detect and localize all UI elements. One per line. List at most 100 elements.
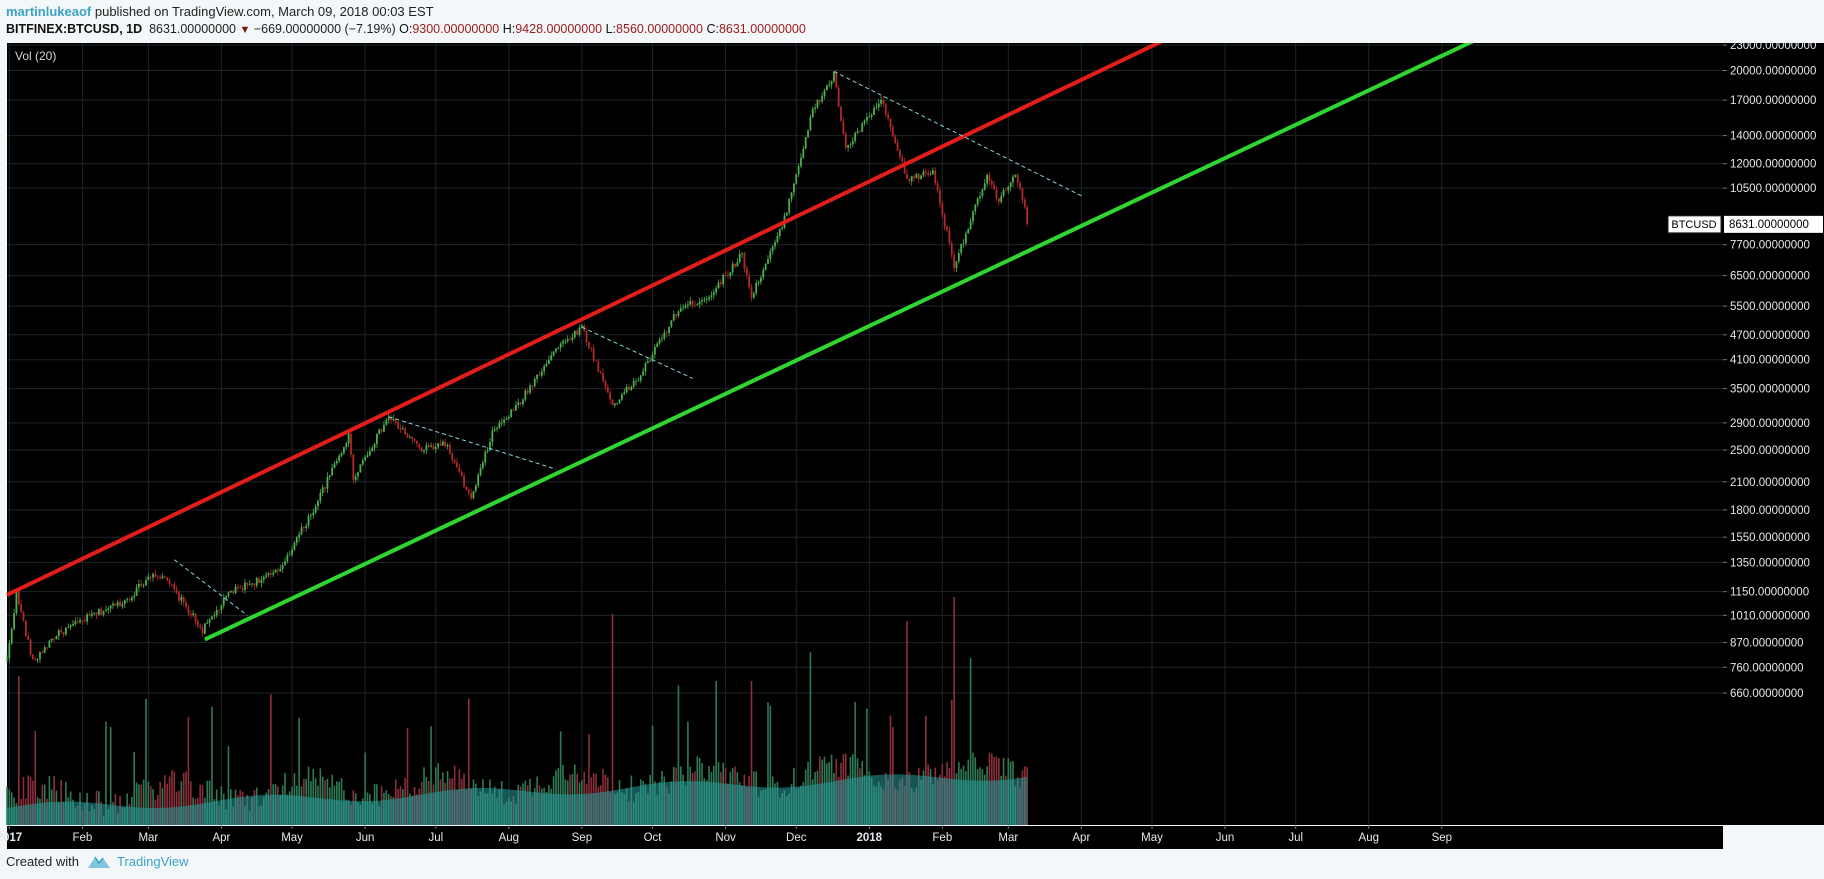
candle-body [932, 170, 934, 174]
candle-body [489, 442, 491, 451]
candle-body [354, 476, 357, 480]
candle-body [491, 430, 494, 443]
candle-body [1026, 207, 1029, 224]
grid-lines [7, 43, 1723, 825]
candle-body [95, 612, 98, 615]
candle-body [222, 597, 225, 606]
time-axis[interactable] [7, 826, 1723, 849]
candle-body [802, 148, 805, 158]
volume-bar [105, 721, 107, 825]
candle-body [404, 428, 407, 435]
candle-body [477, 474, 480, 486]
tradingview-link[interactable]: TradingView [117, 854, 189, 869]
candle-body [152, 573, 154, 578]
candle-body [901, 157, 904, 162]
candle-body [10, 628, 13, 644]
publish-line: martinlukeaof published on TradingView.c… [6, 4, 434, 19]
candle-body [630, 386, 633, 391]
candle-body [416, 440, 418, 444]
candle-body [821, 95, 824, 102]
volume-bar [298, 717, 300, 825]
trendline-support [204, 43, 1474, 642]
candle-body [995, 189, 998, 199]
candle-body [533, 378, 536, 387]
candle-body [906, 173, 908, 179]
candle-body [55, 635, 58, 640]
candle-body [15, 590, 18, 614]
candle-body [178, 591, 180, 601]
candle-body [267, 573, 270, 575]
candle-body [46, 647, 48, 649]
candle-body [576, 330, 579, 335]
candle-body [724, 274, 727, 276]
candle-body [642, 371, 645, 376]
candle-body [738, 253, 741, 263]
candle-body [540, 371, 543, 376]
candle-body [288, 554, 291, 556]
candle-body [717, 282, 720, 289]
candle-body [1009, 182, 1012, 187]
candle-body [425, 444, 428, 450]
candle-body [463, 475, 465, 487]
price-chart[interactable]: Vol (20) 23000.00000000 20000.00000000 170… [0, 43, 1824, 849]
candle-body [752, 293, 755, 298]
candle-body [135, 587, 138, 596]
candle-body [833, 71, 835, 82]
y-tick-label: 17000.00000000 [1730, 95, 1816, 107]
candle-body [371, 448, 374, 451]
candle-body [13, 613, 15, 629]
candle-body [206, 622, 209, 624]
candle-body [896, 142, 899, 151]
candle-body [6, 658, 8, 660]
x-tick-label: May [1141, 832, 1163, 844]
candle-body [8, 643, 11, 659]
x-tick-label: Mar [138, 832, 158, 844]
candle-body [1002, 190, 1005, 196]
x-tick-label: Nov [715, 832, 736, 844]
candle-body [771, 246, 774, 251]
candle-body [507, 416, 510, 419]
candle-body [964, 233, 967, 244]
candle-body [232, 591, 235, 593]
candle-body [503, 419, 506, 423]
y-tick-label: 20000.00000000 [1730, 66, 1816, 78]
candle-body [823, 90, 826, 96]
volume-bar [8, 789, 11, 825]
y-tick-label: 1350.00000000 [1730, 557, 1810, 569]
candle-body [924, 171, 927, 173]
x-tick-label: Jul [1288, 832, 1303, 844]
price-axis-ticks: 23000.00000000 20000.00000000 17000.000000… [1723, 43, 1816, 700]
candle-body [694, 304, 696, 306]
candle-body [910, 176, 913, 182]
candle-body [81, 620, 84, 622]
created-with-label: Created with [6, 854, 79, 869]
candle-body [851, 140, 854, 145]
candle-body [279, 568, 282, 572]
x-tick-label: Dec [786, 832, 807, 844]
candle-body [199, 625, 202, 628]
candle-body [498, 422, 501, 428]
symbol-tag [1667, 215, 1722, 234]
candle-body [679, 308, 682, 312]
candle-body [536, 374, 538, 379]
candle-body [145, 580, 147, 586]
candle-body [990, 180, 993, 185]
candle-body [479, 467, 482, 475]
candle-body [74, 621, 77, 624]
candle-body [743, 253, 746, 269]
volume-bar [809, 652, 812, 825]
candle-body [182, 596, 185, 603]
candle-body [298, 534, 301, 538]
candle-body [675, 314, 678, 316]
plot-area[interactable] [7, 43, 1723, 825]
close-value: 8631.00000000 [718, 22, 806, 36]
candle-body [387, 416, 390, 421]
candle-body [277, 569, 279, 572]
author-link[interactable]: martinlukeaof [6, 4, 92, 19]
y-tick-label: 1800.00000000 [1730, 505, 1810, 517]
tradingview-logo-icon[interactable] [86, 852, 112, 872]
volume-bar [171, 770, 173, 825]
price-axis[interactable] [1723, 43, 1824, 825]
volume-bar [48, 776, 51, 825]
candle-body [672, 314, 675, 321]
